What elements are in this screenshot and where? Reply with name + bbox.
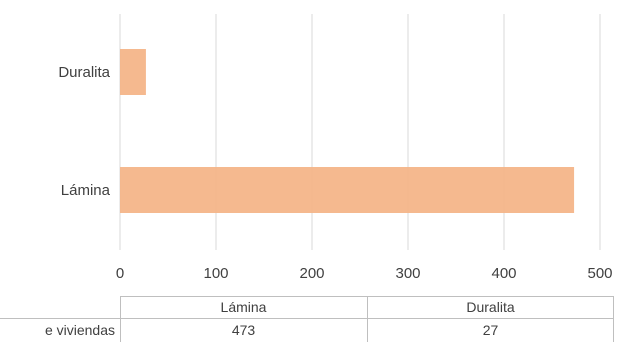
x-tick-label: 300 <box>395 265 420 282</box>
table-value-row: e viviendas 473 27 <box>0 319 617 342</box>
table-header-row: Lámina Duralita <box>0 296 617 319</box>
x-tick-labels: 0 100 200 300 400 500 <box>116 265 613 282</box>
category-label: Duralita <box>58 64 110 81</box>
table-lines <box>0 296 614 342</box>
x-tick-label: 200 <box>299 265 324 282</box>
category-labels: Duralita Lámina <box>58 64 110 199</box>
table-header-lamina: Lámina <box>220 299 267 315</box>
x-tick-label: 400 <box>491 265 516 282</box>
table-value-lamina: 473 <box>231 322 256 338</box>
bar-lámina <box>120 167 575 213</box>
x-tick-label: 0 <box>116 265 124 282</box>
x-tick-label: 500 <box>587 265 612 282</box>
bar-chart: Duralita Lámina 0 100 200 300 400 500 <box>58 14 613 282</box>
table-value-duralita: 27 <box>482 322 499 338</box>
gridlines <box>119 14 601 250</box>
x-tick-label: 100 <box>203 265 228 282</box>
table-row-label: e viviendas <box>44 322 115 338</box>
bar-duralita <box>120 49 146 95</box>
table-header-duralita: Duralita <box>466 299 515 315</box>
bars <box>120 49 575 213</box>
category-label: Lámina <box>61 182 111 199</box>
